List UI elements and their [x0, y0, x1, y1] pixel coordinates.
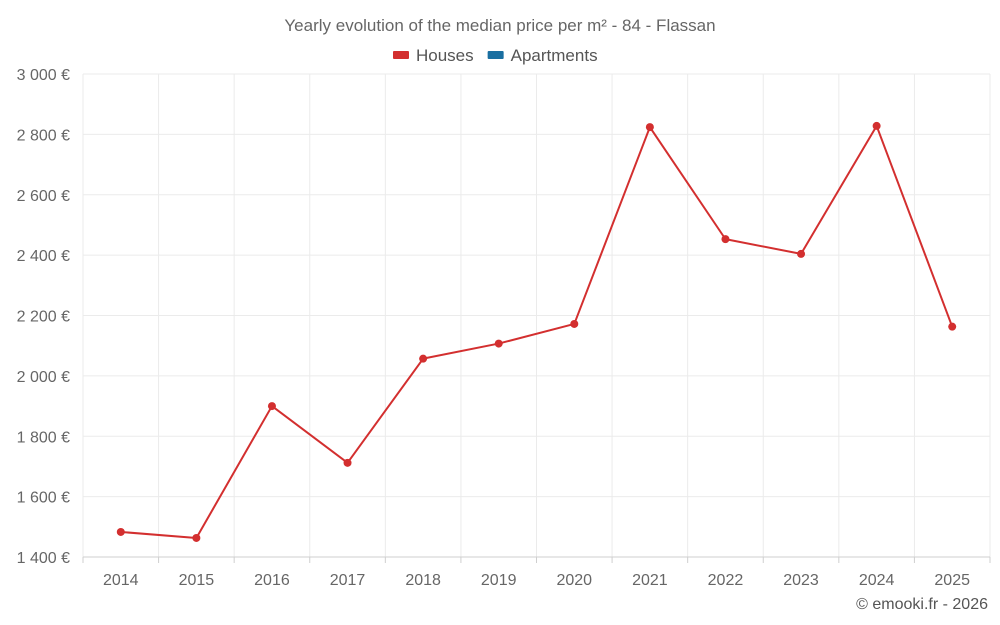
y-tick-label: 1 600 € [17, 490, 70, 507]
series-group [116, 121, 957, 542]
data-point [267, 402, 276, 411]
data-point [419, 354, 428, 363]
data-point [721, 235, 730, 244]
x-tick-label: 2015 [179, 572, 215, 589]
x-tick-label: 2020 [556, 572, 592, 589]
legend-swatch-1 [487, 51, 504, 59]
y-tick-label: 2 000 € [17, 369, 70, 386]
y-tick-label: 2 800 € [17, 127, 70, 144]
credit-text: © emooki.fr - 2026 [856, 596, 988, 613]
legend-label-0: Houses [416, 46, 474, 65]
legend: Houses Apartments [393, 46, 598, 65]
data-point [192, 533, 201, 542]
legend-label-1: Apartments [511, 46, 598, 65]
legend-swatch-0 [393, 51, 409, 59]
x-tick-label: 2022 [708, 572, 744, 589]
data-point [116, 527, 125, 536]
data-point [570, 319, 579, 328]
y-tick-label: 1 800 € [17, 429, 70, 446]
x-tick-label: 2014 [103, 572, 139, 589]
y-tick-label: 3 000 € [17, 67, 70, 84]
y-tick-label: 2 200 € [17, 309, 70, 326]
x-tick-label: 2017 [330, 572, 366, 589]
y-axis: 1 400 € 1 600 € 1 800 € 2 000 € 2 200 € 2 400… [17, 67, 70, 567]
data-point [797, 249, 806, 258]
y-tick-label: 1 400 € [17, 550, 70, 567]
data-point [645, 123, 654, 132]
data-point [494, 339, 503, 348]
series-line-houses [120, 124, 954, 539]
data-point [872, 121, 881, 130]
x-tick-label: 2024 [859, 572, 895, 589]
x-tick-label: 2021 [632, 572, 668, 589]
x-tick-label: 2016 [254, 572, 290, 589]
y-tick-label: 2 600 € [17, 188, 70, 205]
x-tick-label: 2019 [481, 572, 517, 589]
grid [82, 73, 991, 557]
x-axis: 2014 2015 2016 2017 2018 2019 2020 2021 2022 2023… [82, 556, 991, 589]
x-tick-label: 2018 [405, 572, 441, 589]
x-tick-label: 2023 [783, 572, 819, 589]
data-point [343, 458, 352, 467]
data-point [948, 322, 957, 331]
x-tick-label: 2025 [934, 572, 970, 589]
chart-title: Yearly evolution of the median price per… [284, 16, 715, 35]
y-tick-label: 2 400 € [17, 248, 70, 265]
